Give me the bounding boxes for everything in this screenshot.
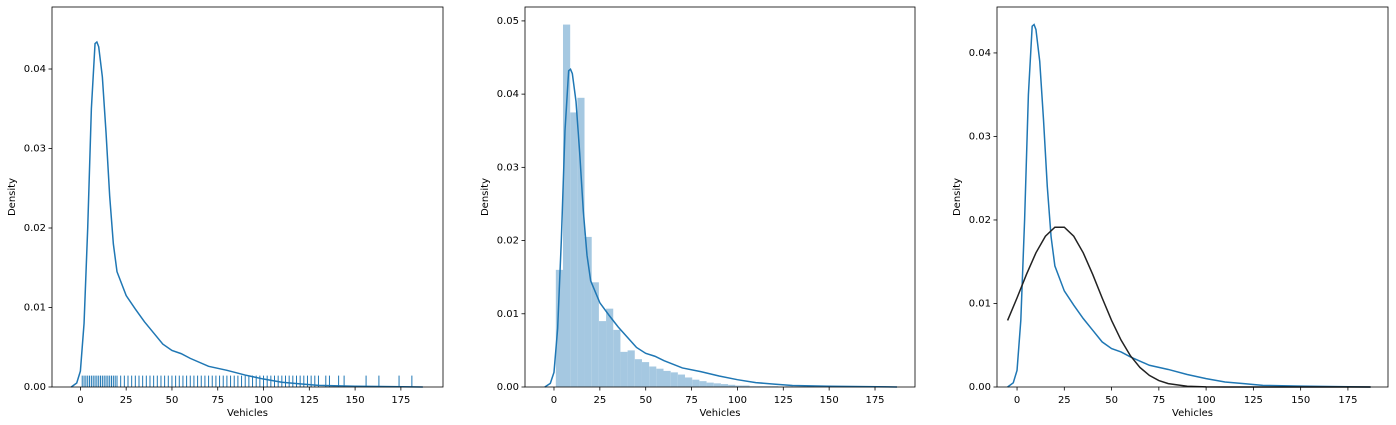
x-tick-label: 125	[300, 395, 319, 406]
y-tick-label: 0.01	[969, 298, 991, 309]
y-tick-label: 0.05	[497, 16, 519, 27]
axes-frame	[524, 6, 916, 388]
y-tick-label: 0.03	[24, 144, 46, 155]
histogram-bar	[613, 329, 621, 387]
y-tick-label: 0.00	[497, 382, 519, 393]
histogram-bar	[584, 236, 592, 387]
histogram-bar	[656, 368, 664, 387]
x-tick-label: 0	[77, 395, 83, 406]
x-tick-label: 150	[1291, 395, 1310, 406]
histogram-bar	[577, 97, 585, 387]
x-tick-label: 25	[1058, 395, 1071, 406]
histogram-bar	[620, 351, 628, 387]
y-tick-label: 0.04	[497, 89, 519, 100]
histogram-bar	[649, 366, 657, 387]
histogram-bar	[728, 384, 736, 387]
density-line	[70, 40, 423, 388]
x-tick-label: 25	[593, 395, 606, 406]
histogram-bar	[706, 382, 714, 387]
histogram-bar	[699, 381, 707, 387]
x-axis-label: Vehicles	[700, 408, 741, 419]
x-tick-label: 75	[1152, 395, 1165, 406]
histogram-bar	[606, 308, 614, 387]
x-tick-label: 50	[1105, 395, 1118, 406]
y-tick-label: 0.03	[497, 162, 519, 173]
y-axis-label: Density	[952, 178, 963, 216]
y-tick-label: 0.00	[24, 382, 46, 393]
y-tick-label: 0.02	[24, 223, 46, 234]
x-tick-label: 150	[346, 395, 365, 406]
histogram-bar	[720, 384, 729, 387]
histogram-bar	[570, 112, 578, 387]
x-tick-label: 100	[1197, 395, 1216, 406]
x-tick-label: 125	[774, 395, 793, 406]
x-tick-label: 100	[254, 395, 273, 406]
histogram-bar	[742, 385, 750, 387]
density-line	[544, 68, 898, 388]
x-tick-label: 100	[728, 395, 747, 406]
x-tick-label: 0	[551, 395, 557, 406]
histogram-bar	[562, 24, 571, 387]
y-tick-label: 0.01	[497, 309, 519, 320]
axes-frame	[996, 6, 1389, 388]
histogram-bar	[627, 350, 635, 387]
x-tick-label: 150	[820, 395, 839, 406]
histogram-bar	[591, 282, 599, 387]
histogram-bar	[598, 321, 607, 387]
histogram-bar	[555, 269, 563, 387]
histogram-bar	[641, 362, 650, 387]
x-tick-label: 75	[211, 395, 224, 406]
x-tick-label: 175	[391, 395, 410, 406]
y-tick-label: 0.04	[24, 64, 46, 75]
x-tick-label: 0	[1014, 395, 1020, 406]
x-tick-label: 50	[166, 395, 179, 406]
y-tick-label: 0.01	[24, 303, 46, 314]
x-tick-label: 50	[639, 395, 652, 406]
histogram-bar	[692, 379, 700, 387]
x-tick-label: 175	[865, 395, 884, 406]
x-tick-label: 175	[1338, 395, 1357, 406]
histogram-bar	[663, 370, 671, 387]
histogram-bar	[713, 383, 721, 387]
x-tick-label: 125	[1244, 395, 1263, 406]
y-tick-label: 0.03	[969, 131, 991, 142]
histogram-bar	[735, 385, 743, 387]
y-tick-label: 0.02	[969, 215, 991, 226]
x-axis-label: Vehicles	[1172, 408, 1213, 419]
y-axis-label: Density	[480, 178, 491, 216]
x-tick-label: 75	[685, 395, 698, 406]
density-line	[1007, 23, 1371, 388]
histogram-bar	[634, 359, 642, 387]
histogram-bar	[670, 372, 678, 387]
x-axis-label: Vehicles	[227, 408, 268, 419]
axes-frame	[51, 6, 444, 388]
histogram-bar	[677, 374, 686, 387]
x-tick-label: 25	[120, 395, 133, 406]
y-axis-label: Density	[7, 178, 18, 216]
y-tick-label: 0.02	[497, 236, 519, 247]
y-tick-label: 0.04	[969, 48, 991, 59]
histogram-bar	[685, 377, 693, 387]
y-tick-label: 0.00	[969, 382, 991, 393]
density-line	[1006, 226, 1371, 388]
